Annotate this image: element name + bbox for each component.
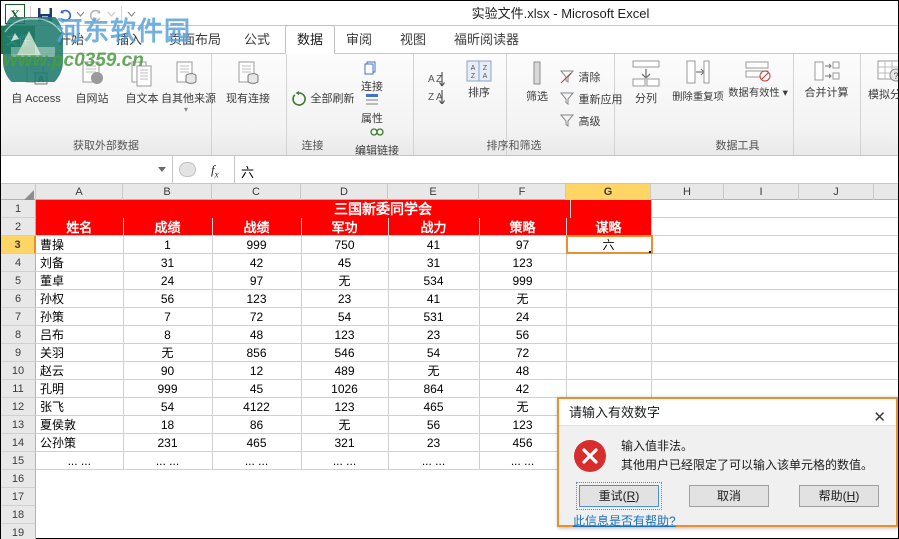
svg-text:Z: Z <box>471 73 476 80</box>
svg-text:Z: Z <box>428 92 434 103</box>
svg-text:A: A <box>483 73 488 80</box>
svg-text:X: X <box>10 7 20 22</box>
svg-text:A: A <box>38 74 45 84</box>
svg-text:?: ? <box>893 71 898 81</box>
svg-text:Z: Z <box>436 74 442 85</box>
svg-text:A: A <box>428 74 435 85</box>
svg-text:Z: Z <box>483 65 488 72</box>
svg-text:A: A <box>471 65 476 72</box>
